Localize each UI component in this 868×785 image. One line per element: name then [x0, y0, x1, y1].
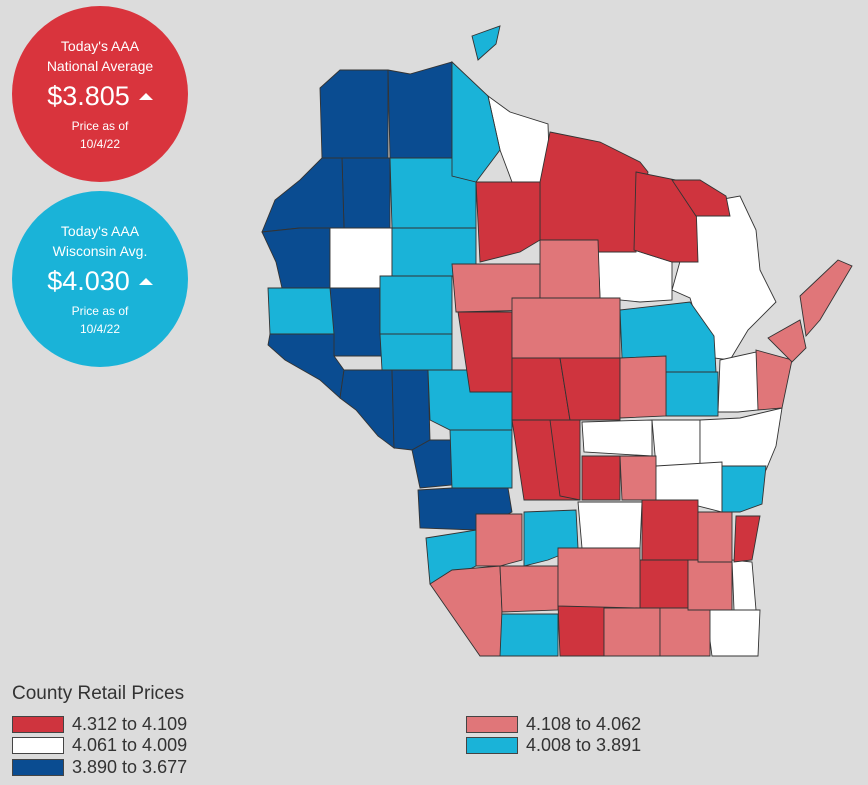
county-shape — [341, 157, 391, 229]
wisconsin-price-value: $4.030 — [47, 265, 130, 296]
legend-swatch — [466, 737, 518, 754]
county-shape — [549, 419, 581, 501]
county-shape — [379, 275, 453, 335]
county-shape — [475, 513, 523, 567]
legend-item: 4.108 to 4.062 — [466, 714, 641, 735]
county-shape — [755, 349, 793, 411]
national-average-badge: Today's AAA National Average $3.805 Pric… — [12, 6, 188, 182]
county-shape — [665, 371, 719, 417]
legend-item: 3.890 to 3.677 — [12, 757, 187, 778]
county-shape — [705, 609, 761, 657]
county-shape — [619, 455, 657, 501]
county-shape — [639, 559, 689, 611]
county-shape — [261, 227, 331, 289]
national-price: $3.805 — [47, 79, 153, 113]
county-shape — [557, 547, 641, 609]
county-shape — [619, 355, 667, 419]
county-shape — [651, 419, 701, 467]
county-shape — [581, 455, 621, 501]
county-shape — [261, 157, 345, 233]
county-shape — [557, 603, 605, 657]
county-shape — [267, 287, 335, 335]
county-shape — [499, 613, 559, 657]
legend-swatch — [466, 716, 518, 733]
county-shape — [767, 319, 807, 363]
county-shape — [699, 407, 783, 471]
price-up-icon — [138, 93, 153, 100]
price-up-icon — [138, 278, 153, 285]
wisconsin-asof-label: Price as of — [71, 303, 129, 318]
legend-range-label: 4.108 to 4.062 — [526, 714, 642, 734]
legend-swatch — [12, 737, 64, 754]
county-shape — [471, 25, 501, 61]
legend-item: 4.008 to 3.891 — [466, 735, 641, 756]
legend-item: 4.312 to 4.109 — [12, 714, 187, 735]
county-shape — [539, 239, 601, 299]
legend-range-label: 4.061 to 4.009 — [72, 735, 188, 755]
wisconsin-label-line1: Today's AAA — [60, 222, 140, 239]
county-shape — [449, 429, 513, 489]
county-shape — [731, 559, 757, 611]
county-shape — [577, 501, 643, 549]
county-shape — [581, 419, 653, 457]
county-shape — [511, 297, 621, 359]
legend-item: 4.061 to 4.009 — [12, 735, 187, 756]
legend-swatch — [12, 759, 64, 776]
county-shape — [697, 511, 733, 563]
wisconsin-price: $4.030 — [47, 264, 153, 298]
national-asof-label: Price as of — [71, 118, 129, 133]
county-shape — [659, 607, 711, 657]
legend-swatch — [12, 716, 64, 733]
legend-title: County Retail Prices — [12, 683, 185, 704]
national-label-line2: National Average — [46, 57, 154, 74]
national-label-line1: Today's AAA — [60, 37, 140, 54]
county-shape — [319, 69, 389, 159]
county-shape — [339, 369, 395, 449]
county-shape — [671, 179, 731, 217]
county-shape — [733, 515, 761, 563]
county-shape — [603, 607, 661, 657]
county-shape — [429, 565, 503, 657]
legend-range-label: 4.008 to 3.891 — [526, 735, 642, 755]
county-shape — [329, 287, 383, 357]
county-shape — [387, 61, 453, 159]
county-shape — [267, 333, 345, 399]
county-shape — [539, 131, 649, 253]
county-shape — [799, 259, 853, 338]
wisconsin-asof-date: 10/4/22 — [79, 321, 121, 336]
wisconsin-average-badge: Today's AAA Wisconsin Avg. $4.030 Price … — [12, 191, 188, 367]
county-shape — [641, 499, 699, 563]
county-shape — [499, 565, 559, 613]
national-price-value: $3.805 — [47, 80, 130, 111]
county-shape — [391, 369, 431, 451]
wisconsin-label-line2: Wisconsin Avg. — [52, 242, 148, 259]
county-shape — [379, 333, 453, 371]
county-shape — [475, 181, 541, 263]
legend-range-label: 4.312 to 4.109 — [72, 714, 188, 734]
county-shape — [559, 357, 621, 421]
legend-range-label: 3.890 to 3.677 — [72, 757, 188, 777]
county-shape — [451, 60, 501, 183]
county-shape — [411, 439, 453, 489]
county-shape — [687, 559, 733, 611]
national-asof-date: 10/4/22 — [79, 136, 121, 151]
county-shape — [721, 465, 767, 513]
